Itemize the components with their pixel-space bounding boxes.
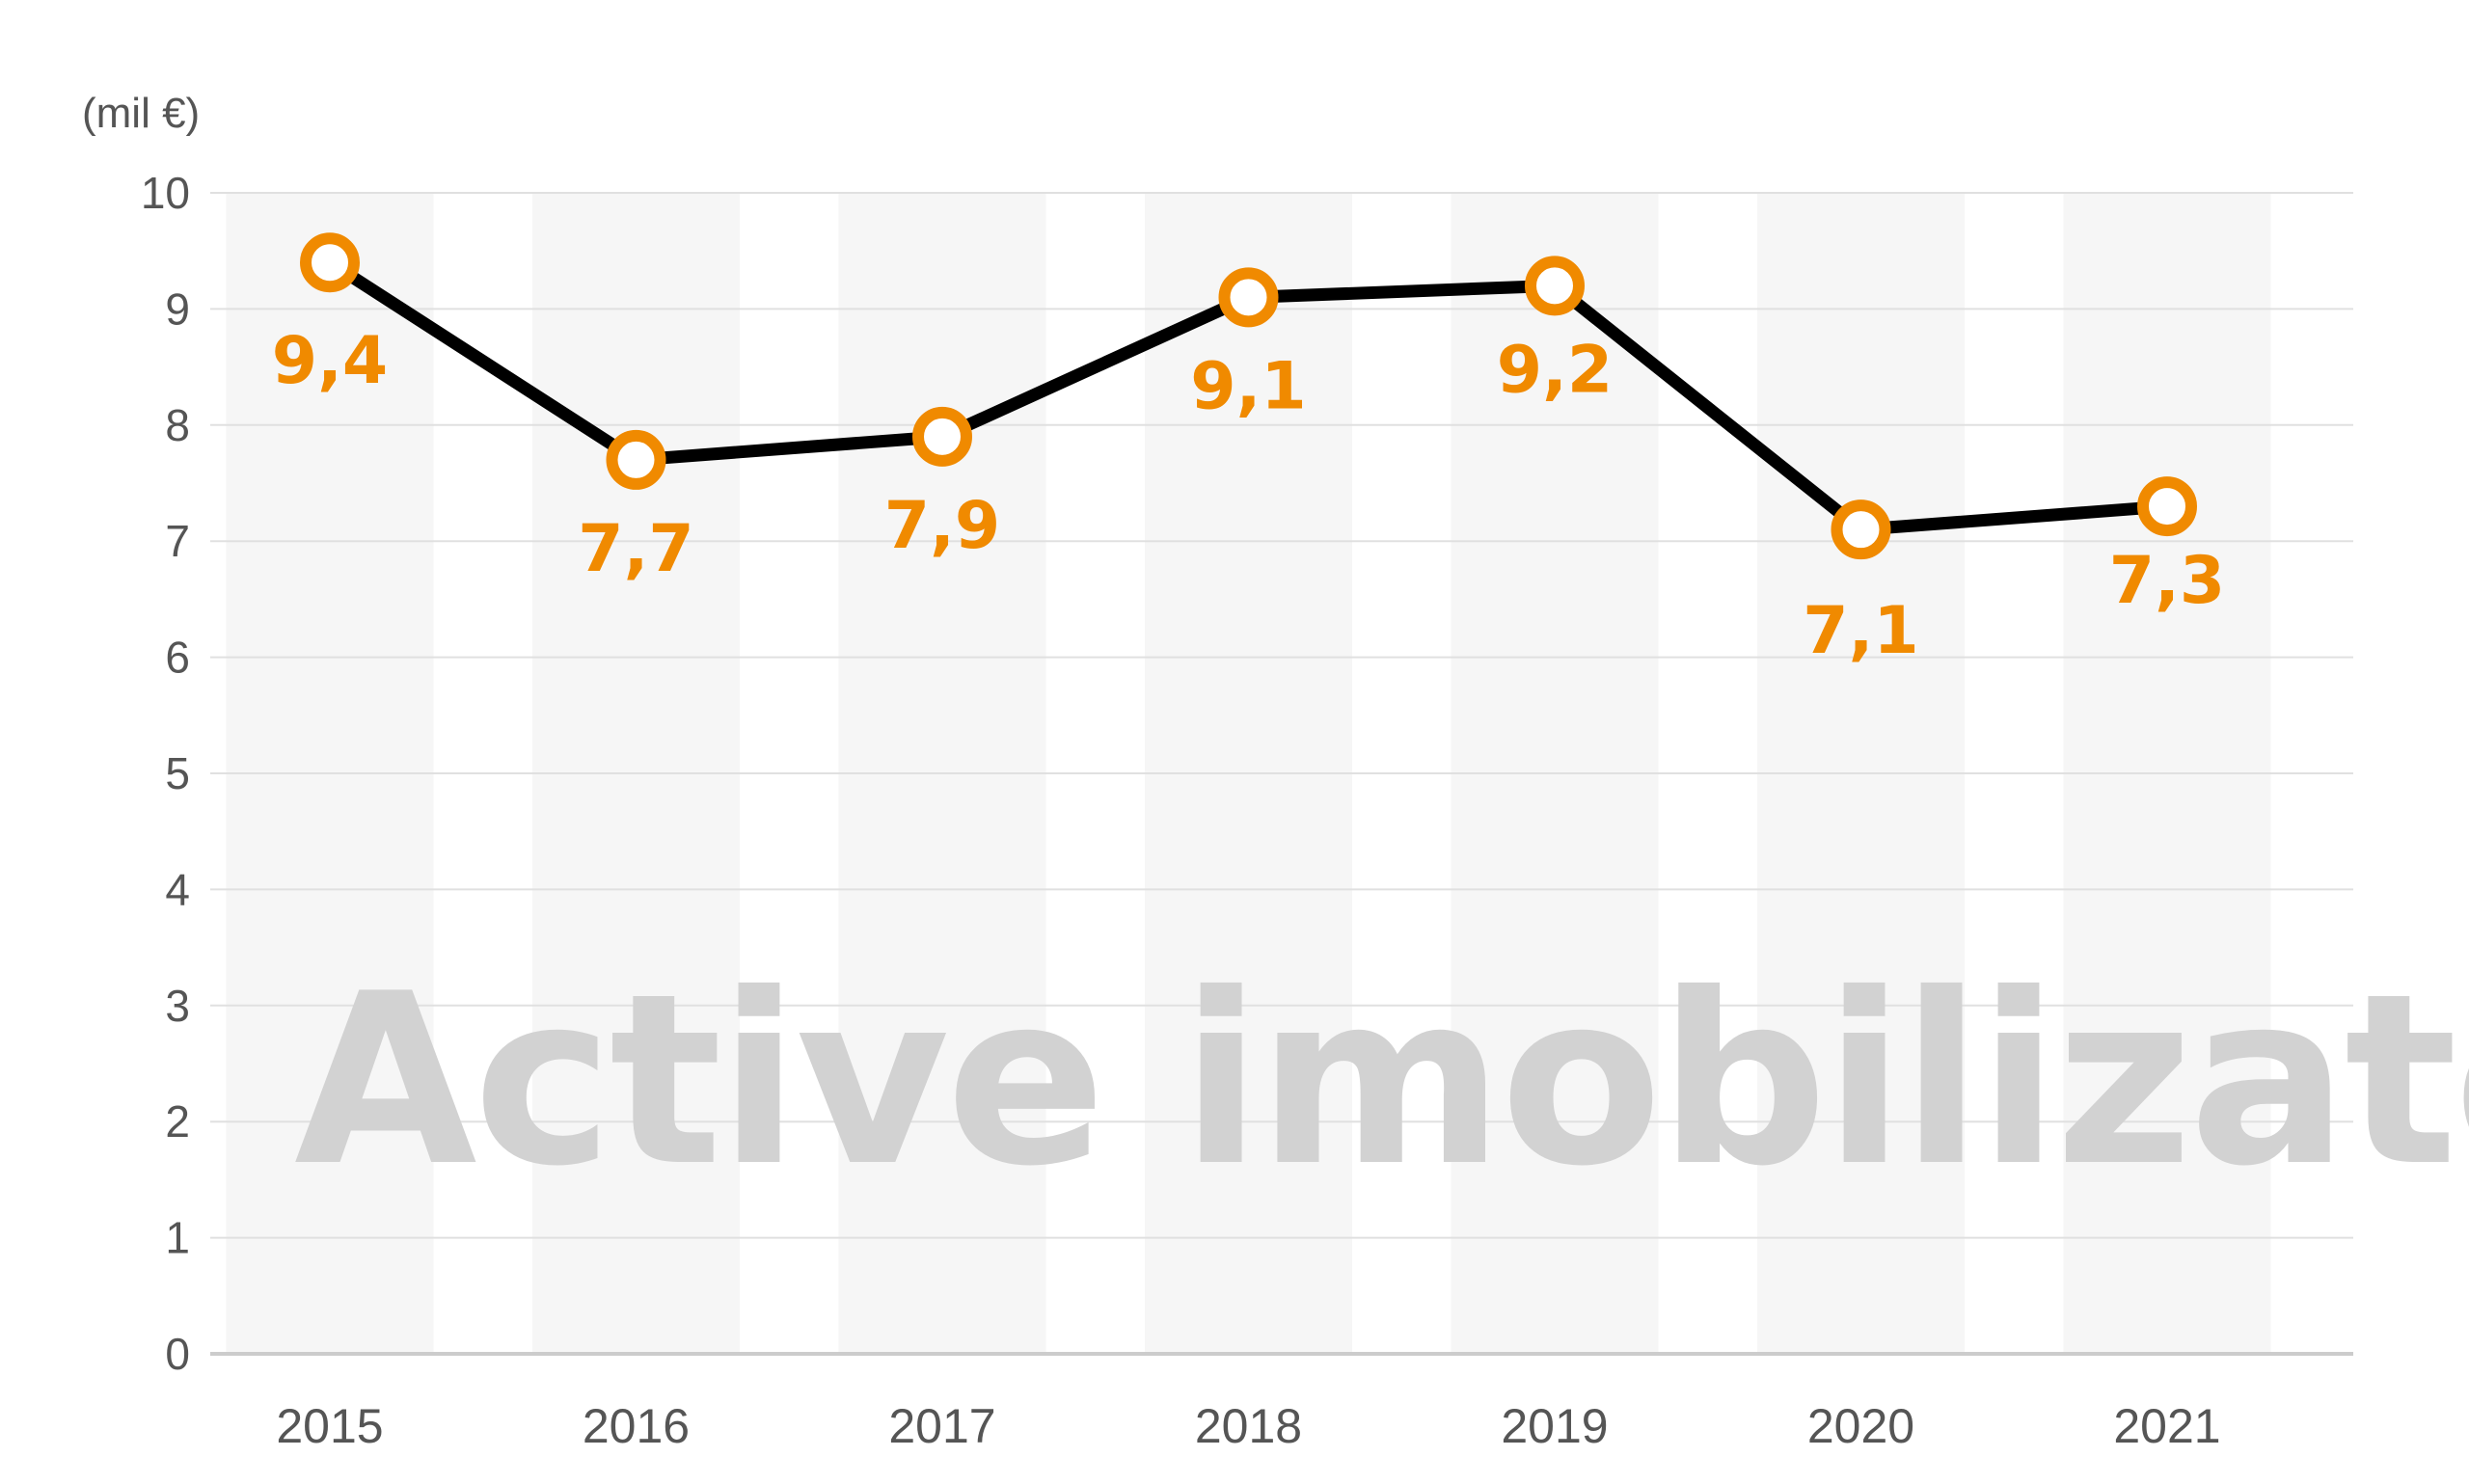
x-axis-ticks: 2015 2016 2017 2018 2019 2020 2021 xyxy=(276,1399,2220,1453)
x-tick-label: 2017 xyxy=(888,1399,995,1453)
y-tick-label: 10 xyxy=(141,168,190,218)
data-label: 7,9 xyxy=(884,488,1000,564)
data-label: 9,4 xyxy=(272,323,388,399)
y-tick-label: 2 xyxy=(165,1096,190,1147)
data-point-marker xyxy=(300,232,360,293)
x-tick-label: 2015 xyxy=(276,1399,383,1453)
y-tick-label: 6 xyxy=(165,633,190,683)
y-unit-label: (mil €) xyxy=(82,90,200,137)
data-label: 9,2 xyxy=(1497,332,1613,408)
y-tick-label: 4 xyxy=(165,864,190,914)
y-tick-label: 8 xyxy=(165,400,190,450)
x-tick-label: 2016 xyxy=(583,1399,690,1453)
y-tick-label: 3 xyxy=(165,981,190,1031)
gridlines xyxy=(210,192,2353,1239)
data-label: 7,1 xyxy=(1803,593,1918,669)
chart-watermark-title: Active imobilizate xyxy=(294,943,2469,1218)
x-tick-label: 2021 xyxy=(2113,1399,2220,1453)
data-point-marker xyxy=(1525,256,1585,316)
y-tick-label: 7 xyxy=(165,516,190,566)
data-point-marker xyxy=(606,429,666,490)
y-axis-ticks: 0 1 2 3 4 5 6 7 8 9 10 xyxy=(141,168,190,1379)
x-tick-label: 2018 xyxy=(1195,1399,1302,1453)
y-tick-label: 9 xyxy=(165,283,190,334)
y-tick-label: 0 xyxy=(165,1329,190,1379)
data-point-marker xyxy=(2137,476,2197,537)
data-point-marker xyxy=(1218,267,1279,328)
data-labels: 9,4 7,7 7,9 9,1 9,2 7,1 7,3 xyxy=(272,323,2225,669)
y-tick-label: 1 xyxy=(165,1213,190,1263)
data-label: 7,7 xyxy=(578,511,693,587)
data-point-marker xyxy=(912,406,972,467)
data-label: 9,1 xyxy=(1190,348,1306,424)
x-tick-label: 2019 xyxy=(1501,1399,1608,1453)
data-label: 7,3 xyxy=(2109,543,2225,619)
y-tick-label: 5 xyxy=(165,748,190,798)
x-tick-label: 2020 xyxy=(1807,1399,1914,1453)
data-point-marker xyxy=(1831,499,1891,560)
data-markers xyxy=(300,232,2197,560)
